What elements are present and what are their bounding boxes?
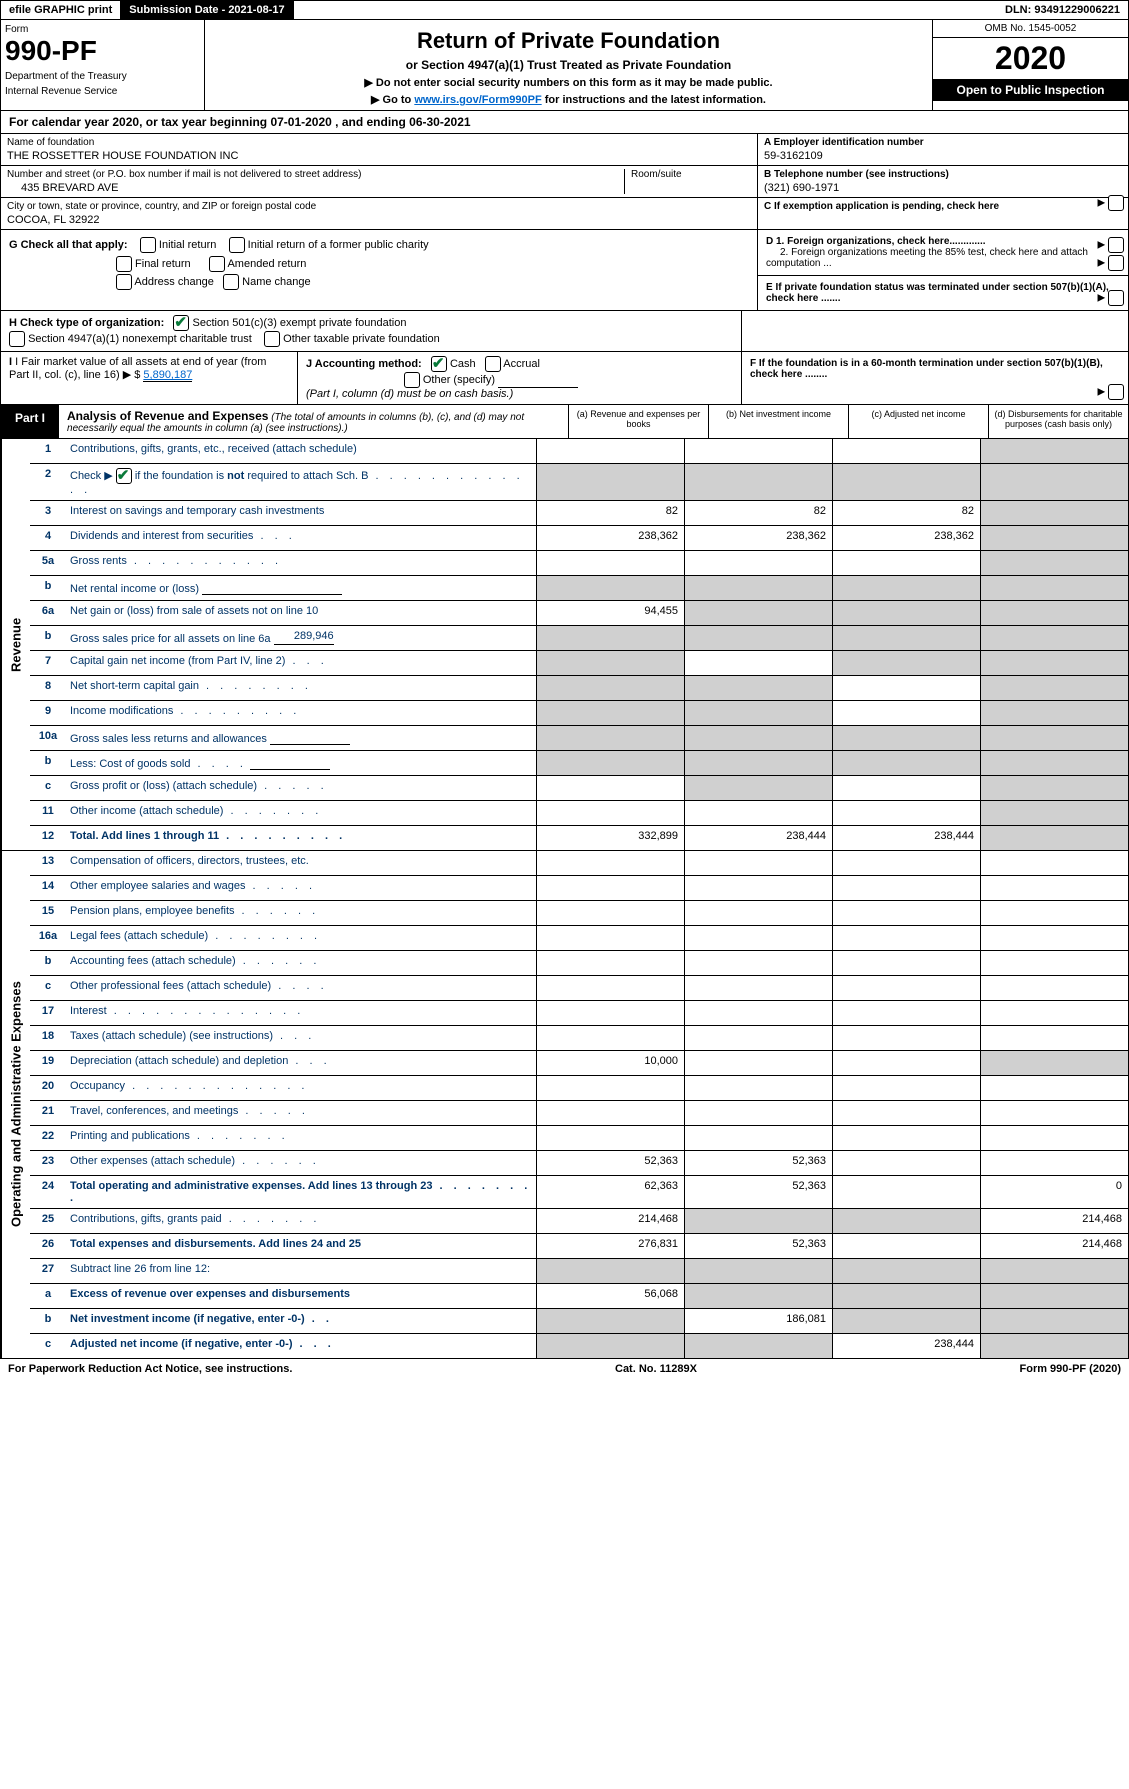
part1-title: Analysis of Revenue and Expenses (The to…	[59, 405, 568, 438]
irs-link[interactable]: www.irs.gov/Form990PF	[414, 94, 541, 106]
foundation-name: THE ROSSETTER HOUSE FOUNDATION INC	[7, 150, 751, 162]
address-cell: Number and street (or P.O. box number if…	[1, 166, 757, 198]
accrual-checkbox[interactable]	[485, 356, 501, 372]
city-cell: City or town, state or province, country…	[1, 198, 757, 229]
f-termination-cell: F If the foundation is in a 60-month ter…	[741, 352, 1128, 404]
footer-right: Form 990-PF (2020)	[1020, 1363, 1121, 1375]
sch-b-checkbox[interactable]	[116, 468, 132, 484]
exemption-pending-cell: C If exemption application is pending, c…	[758, 198, 1128, 215]
d2-checkbox[interactable]	[1108, 237, 1124, 253]
other-taxable-checkbox[interactable]	[264, 331, 280, 347]
ein-cell: A Employer identification number 59-3162…	[758, 134, 1128, 166]
d1-checkbox[interactable]	[1108, 255, 1124, 271]
submission-date: Submission Date - 2021-08-17	[121, 1, 293, 19]
form-subtitle: or Section 4947(a)(1) Trust Treated as P…	[213, 58, 924, 72]
form-number: 990-PF	[5, 35, 200, 67]
f-checkbox[interactable]	[1108, 384, 1124, 400]
fmv-row: I I Fair market value of all assets at e…	[0, 352, 1129, 405]
identification-grid: Name of foundation THE ROSSETTER HOUSE F…	[0, 134, 1129, 230]
revenue-table: Revenue 1Contributions, gifts, grants, e…	[0, 439, 1129, 851]
initial-return-checkbox[interactable]	[140, 237, 156, 253]
address: 435 BREVARD AVE	[7, 182, 624, 194]
header-left: Form 990-PF Department of the Treasury I…	[1, 20, 205, 110]
form-title: Return of Private Foundation	[213, 28, 924, 54]
form-header: Form 990-PF Department of the Treasury I…	[0, 20, 1129, 111]
header-mid: Return of Private Foundation or Section …	[205, 20, 932, 110]
room-suite: Room/suite	[624, 169, 751, 194]
initial-former-checkbox[interactable]	[229, 237, 245, 253]
ein: 59-3162109	[764, 150, 1122, 162]
check-section-g: G Check all that apply: Initial return I…	[0, 230, 1129, 311]
check-section-h: H Check type of organization: Section 50…	[0, 311, 1129, 352]
4947a1-checkbox[interactable]	[9, 331, 25, 347]
j-accounting: J Accounting method: Cash Accrual Other …	[297, 352, 741, 404]
501c3-checkbox[interactable]	[173, 315, 189, 331]
revenue-side-label: Revenue	[1, 439, 30, 850]
part1-tab: Part I	[1, 405, 59, 438]
h-label: H Check type of organization:	[9, 317, 164, 329]
footer-mid: Cat. No. 11289X	[615, 1363, 697, 1375]
page-footer: For Paperwork Reduction Act Notice, see …	[0, 1359, 1129, 1379]
other-method-checkbox[interactable]	[404, 372, 420, 388]
header-right: OMB No. 1545-0052 2020 Open to Public In…	[932, 20, 1128, 110]
col-b-head: (b) Net investment income	[708, 405, 848, 438]
part1-header: Part I Analysis of Revenue and Expenses …	[0, 405, 1129, 439]
foundation-name-cell: Name of foundation THE ROSSETTER HOUSE F…	[1, 134, 757, 166]
fmv-value[interactable]: 5,890,187	[143, 369, 192, 382]
d-foreign-cell: D 1. Foreign organizations, check here..…	[758, 230, 1128, 276]
col-c-head: (c) Adjusted net income	[848, 405, 988, 438]
col-a-head: (a) Revenue and expenses per books	[568, 405, 708, 438]
expenses-table: Operating and Administrative Expenses 13…	[0, 851, 1129, 1359]
addr-change-checkbox[interactable]	[116, 274, 132, 290]
omb-number: OMB No. 1545-0052	[933, 20, 1128, 38]
open-inspection: Open to Public Inspection	[933, 79, 1128, 101]
g-label: G Check all that apply:	[9, 239, 128, 251]
footer-left: For Paperwork Reduction Act Notice, see …	[8, 1363, 292, 1375]
efile-label: efile GRAPHIC print	[1, 1, 121, 19]
name-change-checkbox[interactable]	[223, 274, 239, 290]
tax-year: 2020	[933, 38, 1128, 79]
amended-return-checkbox[interactable]	[209, 256, 225, 272]
note-link: ▶ Go to www.irs.gov/Form990PF for instru…	[213, 93, 924, 106]
dept-treasury: Department of the Treasury	[5, 71, 200, 82]
dln: DLN: 93491229006221	[294, 1, 1128, 19]
phone-cell: B Telephone number (see instructions) (3…	[758, 166, 1128, 198]
e-checkbox[interactable]	[1108, 290, 1124, 306]
dept-irs: Internal Revenue Service	[5, 86, 200, 97]
cash-checkbox[interactable]	[431, 356, 447, 372]
calendar-year: For calendar year 2020, or tax year begi…	[0, 111, 1129, 134]
i-fmv: I I Fair market value of all assets at e…	[1, 352, 297, 404]
exemption-checkbox[interactable]	[1108, 195, 1124, 211]
note-ssn: ▶ Do not enter social security numbers o…	[213, 76, 924, 89]
form-label: Form	[5, 24, 200, 35]
final-return-checkbox[interactable]	[116, 256, 132, 272]
col-d-head: (d) Disbursements for charitable purpose…	[988, 405, 1128, 438]
city: COCOA, FL 32922	[7, 214, 751, 226]
e-terminated-cell: E If private foundation status was termi…	[758, 276, 1128, 310]
phone: (321) 690-1971	[764, 182, 1122, 194]
expenses-side-label: Operating and Administrative Expenses	[1, 851, 30, 1358]
top-bar: efile GRAPHIC print Submission Date - 20…	[0, 0, 1129, 20]
